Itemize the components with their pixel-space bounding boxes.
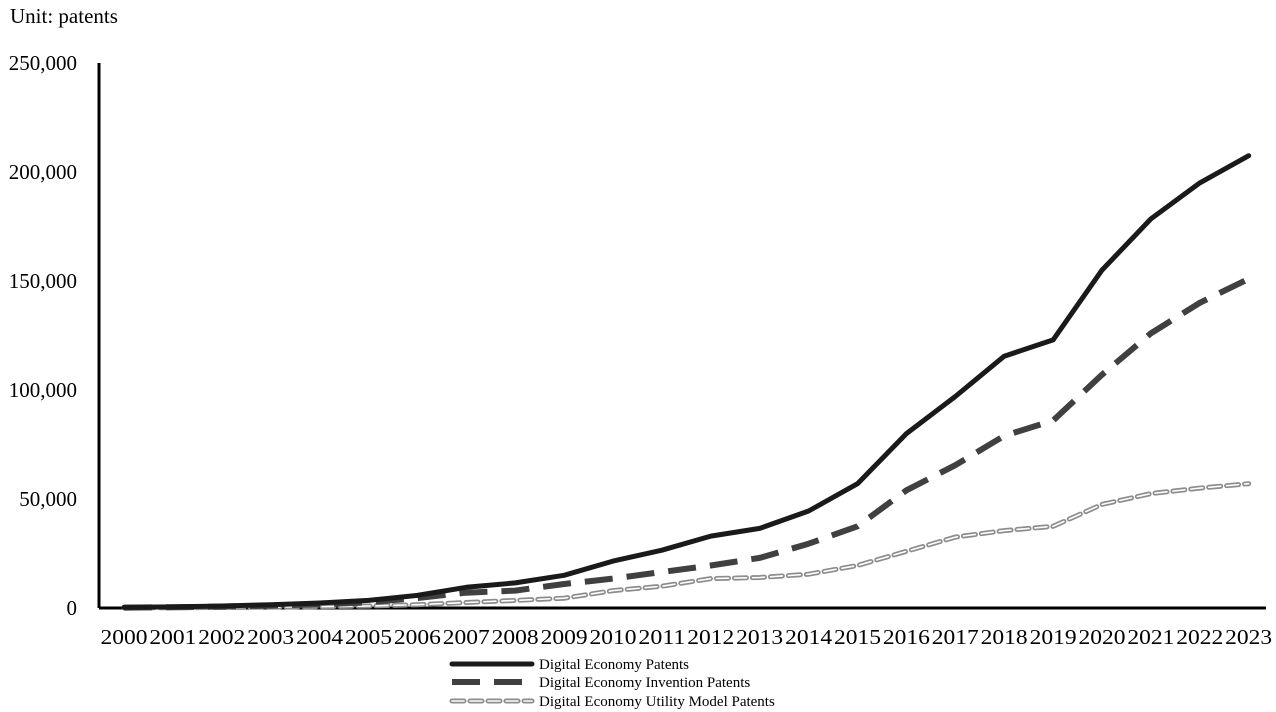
- x-tick-label: 2006: [394, 625, 441, 649]
- x-tick-label: 2001: [149, 625, 196, 649]
- y-tick-label: 250,000: [9, 51, 77, 75]
- x-tick-label: 2020: [1079, 625, 1126, 649]
- unit-label: Unit: patents: [10, 4, 118, 28]
- series-layer: [121, 153, 1252, 611]
- x-tick-label: 2013: [736, 625, 783, 649]
- x-tick-label: 2010: [590, 625, 637, 649]
- x-tick-label: 2002: [198, 625, 245, 649]
- y-tick-label: 0: [67, 596, 78, 620]
- x-tick-label: 2007: [443, 625, 490, 649]
- legend: Digital Economy Patents Digital Economy I…: [449, 657, 775, 710]
- x-tick-label: 2015: [834, 625, 881, 649]
- legend-label: Digital Economy Invention Patents: [539, 675, 750, 691]
- legend-label: Digital Economy Utility Model Patents: [539, 694, 775, 710]
- x-tick-label: 2017: [932, 625, 979, 649]
- legend-label: Digital Economy Patents: [539, 657, 689, 673]
- x-tick-label: 2014: [785, 625, 833, 649]
- x-tick-label: 2003: [247, 625, 294, 649]
- x-tick-label: 2012: [687, 625, 734, 649]
- y-tick-label: 50,000: [19, 487, 77, 511]
- x-tick-label: 2016: [883, 625, 930, 649]
- series-line-total: [121, 153, 1252, 610]
- y-tick-label: 100,000: [9, 378, 77, 402]
- x-tick-label: 2019: [1030, 625, 1077, 649]
- x-tick-label: 2011: [638, 625, 685, 649]
- y-tick-label: 200,000: [9, 160, 77, 184]
- x-tick-label: 2021: [1127, 625, 1174, 649]
- y-tick-label: 150,000: [9, 269, 77, 293]
- x-tick-label: 2005: [345, 625, 392, 649]
- x-tick-label: 2000: [101, 625, 148, 649]
- x-tick-label: 2004: [296, 625, 344, 649]
- x-tick-label: 2023: [1225, 625, 1272, 649]
- x-tick-label: 2008: [492, 625, 539, 649]
- x-tick-label: 2009: [541, 625, 588, 649]
- x-tick-label: 2018: [981, 625, 1028, 649]
- series-line-invention: [123, 276, 1251, 611]
- x-tick-label: 2022: [1176, 625, 1223, 649]
